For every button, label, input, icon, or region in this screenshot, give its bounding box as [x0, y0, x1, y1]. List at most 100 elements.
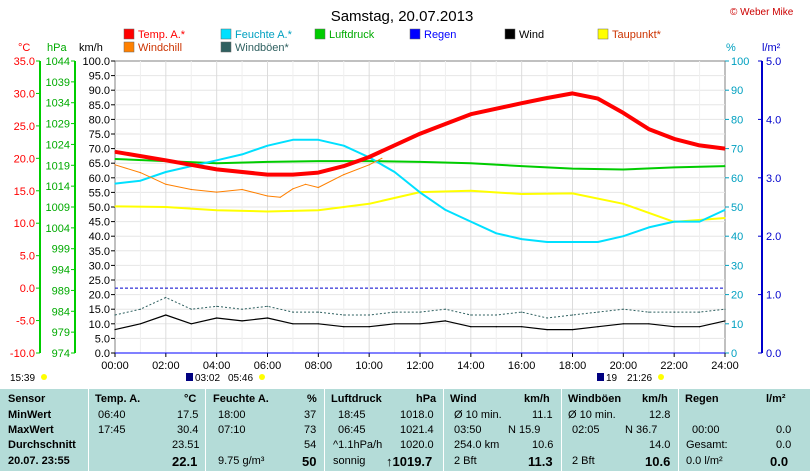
- wind-tick-label: 100.0: [82, 56, 110, 68]
- data-point: [241, 188, 243, 191]
- data-point: [597, 98, 599, 100]
- data-point: [343, 145, 345, 147]
- hum-max-value: 73: [304, 424, 317, 436]
- header-sensor: Sensor: [8, 393, 46, 405]
- data-point: [241, 320, 243, 322]
- data-point: [521, 311, 523, 313]
- data-point: [597, 311, 599, 313]
- wind-tick-label: 45.0: [89, 217, 110, 229]
- data-point: [343, 326, 345, 328]
- gust-max-time: 02:05: [572, 424, 600, 436]
- header-wind-unit: km/h: [524, 393, 550, 405]
- data-point: [622, 235, 624, 237]
- time-tick-label: 18:00: [559, 360, 587, 372]
- legend-label: Regen: [424, 29, 456, 41]
- data-point: [165, 296, 167, 299]
- wind-tick-label: 80.0: [89, 114, 110, 126]
- data-point: [597, 326, 599, 328]
- press-trend-rate: ^1.1hPa/h: [333, 439, 383, 451]
- data-point: [216, 317, 218, 319]
- temp-max-value: 30.4: [177, 424, 199, 436]
- data-point: [419, 191, 421, 193]
- header-humidity-unit: %: [307, 393, 317, 405]
- gust-avg-value: 12.8: [649, 409, 671, 421]
- humidity-tick-label: 40: [731, 231, 743, 243]
- rain-tick-label: 5.0: [766, 56, 781, 68]
- hum-min-time: 18:00: [218, 409, 246, 421]
- time-tick-label: 14:00: [457, 360, 485, 372]
- wind-tick-label: 5.0: [95, 333, 110, 345]
- data-point: [381, 157, 383, 159]
- wind-tick-label: 65.0: [89, 158, 110, 170]
- pressure-tick-label: 1004: [46, 223, 70, 235]
- temp-tick-label: -10.0: [10, 348, 35, 360]
- data-point: [571, 241, 574, 243]
- current-wind-bft: 2 Bft: [454, 455, 477, 467]
- data-point: [114, 164, 116, 166]
- data-point: [241, 308, 243, 310]
- current-gust-bft: 2 Bft: [572, 455, 595, 467]
- copyright-text: © Weber Mike: [730, 7, 794, 18]
- legend-label: Taupunkt*: [612, 29, 662, 41]
- humidity-tick-label: 30: [731, 260, 743, 272]
- header-humidity: Feuchte A.: [213, 393, 269, 405]
- time-tick-label: 16:00: [508, 360, 536, 372]
- data-point: [190, 323, 192, 325]
- data-point: [368, 203, 370, 205]
- wind-avg-desc: Ø 10 min.: [454, 409, 502, 421]
- series-layer: [114, 91, 726, 354]
- temp-min-time: 06:40: [98, 409, 126, 421]
- data-point: [571, 92, 574, 94]
- data-point: [317, 209, 319, 211]
- data-point: [139, 172, 141, 174]
- header-gust: Windböen: [568, 393, 622, 405]
- humidity-tick-label: 0: [731, 348, 737, 360]
- data-point: [317, 172, 319, 174]
- data-point: [114, 205, 116, 207]
- legend-swatch: [409, 28, 421, 40]
- temp-max-time: 17:45: [98, 424, 126, 436]
- data-point: [699, 221, 701, 223]
- rain-tick-label: 4.0: [766, 114, 781, 126]
- wind-tick-label: 0.0: [95, 348, 110, 360]
- data-point: [165, 314, 167, 316]
- data-point: [266, 195, 269, 197]
- sunset-label: 19: [606, 373, 618, 384]
- legend-label: Feuchte A.*: [235, 29, 293, 41]
- legend-swatch: [504, 28, 516, 40]
- current-gust: 10.6: [645, 454, 671, 469]
- legend-swatch: [123, 28, 135, 40]
- wind-max-desc: N 15.9: [508, 424, 541, 436]
- left-axes: 35.0 30.0 25.0 20.0 15.0 10.0 5.0 0.0 -5.0 -10.0 1…: [10, 56, 115, 360]
- press-min-time: 18:45: [338, 409, 366, 421]
- data-point: [165, 206, 167, 208]
- data-point: [673, 138, 675, 140]
- temp-tick-label: 35.0: [14, 56, 35, 68]
- data-point: [292, 323, 294, 325]
- data-point: [724, 217, 726, 219]
- data-point: [699, 144, 701, 146]
- humidity-tick-label: 20: [731, 290, 743, 302]
- data-point: [724, 209, 726, 211]
- col-separator: [561, 389, 562, 471]
- legend-swatch: [220, 28, 232, 40]
- legend-label: Windböen*: [235, 42, 290, 54]
- data-point: [190, 308, 192, 310]
- humidity-tick-label: 60: [731, 173, 743, 185]
- rain-max-value: 0.0: [776, 424, 792, 436]
- data-point: [216, 305, 218, 307]
- data-point: [724, 165, 726, 167]
- temp-tick-label: 0.0: [20, 283, 35, 295]
- data-point: [266, 305, 269, 307]
- data-point: [648, 323, 650, 325]
- hum-avg-value: 54: [304, 439, 317, 451]
- pressure-tick-label: 999: [52, 244, 70, 256]
- data-point: [114, 158, 116, 160]
- data-point: [622, 323, 624, 325]
- data-point: [571, 192, 574, 194]
- pressure-tick-label: 989: [52, 285, 70, 297]
- rain-unit-label: l/m²: [762, 42, 781, 54]
- header-pressure: Luftdruck: [331, 393, 382, 405]
- data-point: [165, 171, 167, 173]
